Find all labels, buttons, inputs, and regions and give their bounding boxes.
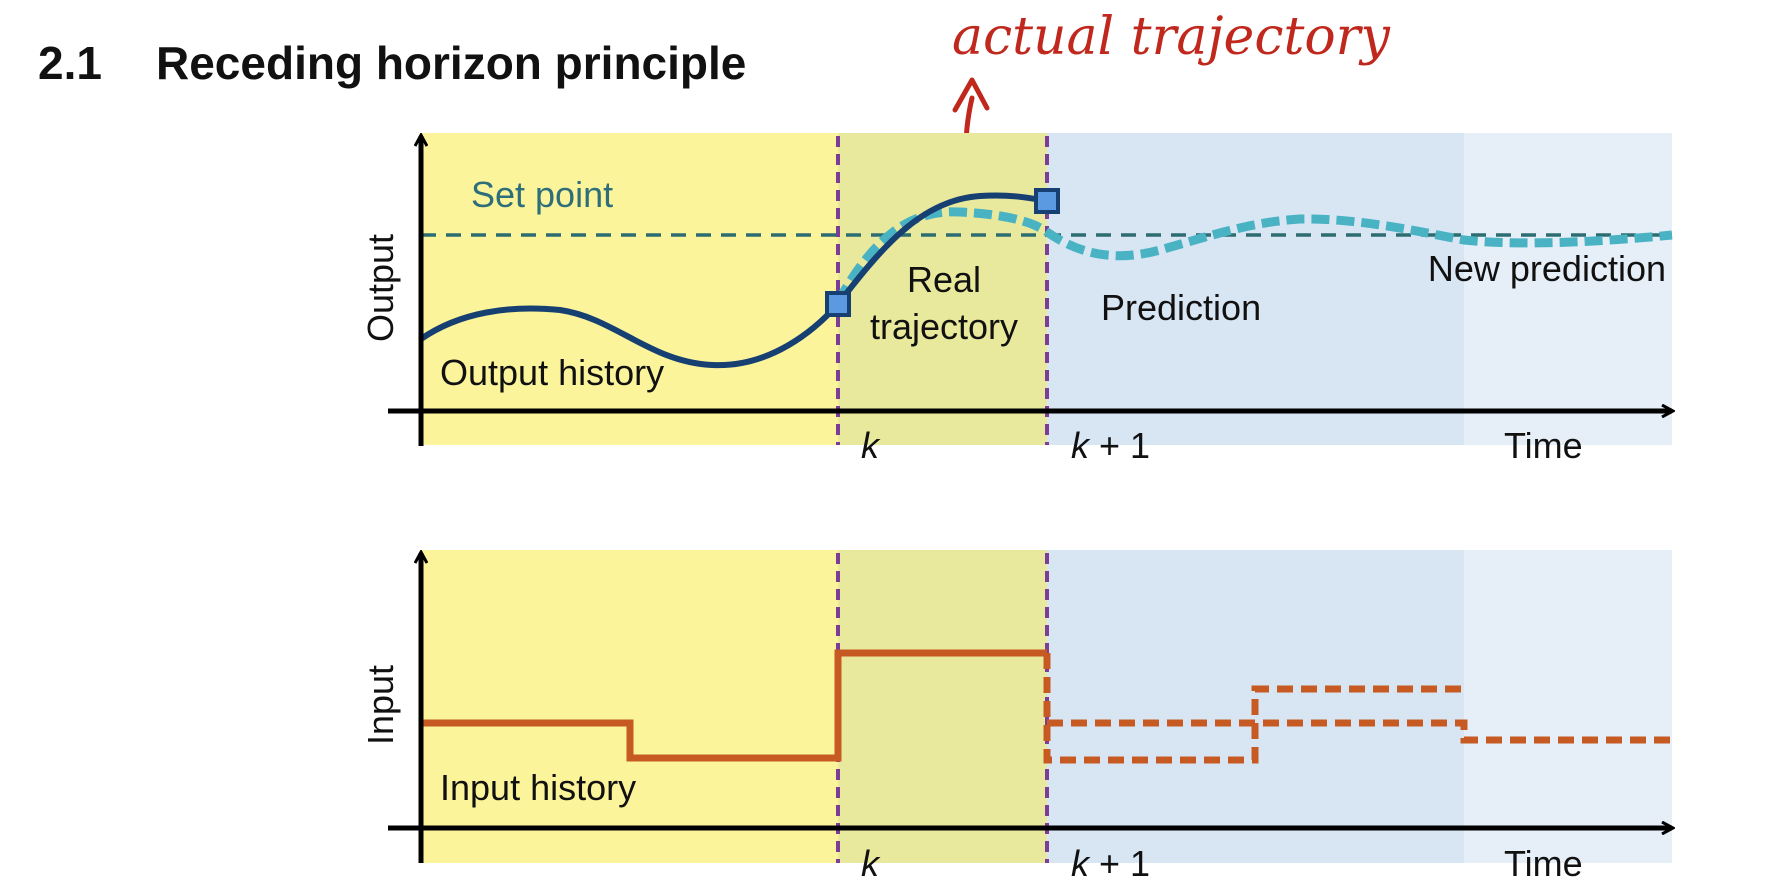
- prediction-label: Prediction: [1101, 287, 1261, 328]
- y-axis-label: Output: [360, 234, 401, 342]
- tick-k-plus-1: k + 1: [1071, 843, 1150, 884]
- tick-k-plus-1: k + 1: [1071, 425, 1150, 466]
- past-region: [421, 133, 838, 445]
- tick-k-plus-1-offset: + 1: [1089, 843, 1150, 884]
- real-trajectory-label-line1: Real: [907, 259, 981, 300]
- x-axis-label: Time: [1504, 425, 1583, 466]
- tick-k-plus-1-offset: + 1: [1089, 425, 1150, 466]
- y-axis-label: Input: [360, 665, 401, 745]
- real-trajectory-label-line2: trajectory: [870, 306, 1018, 347]
- input-new-prediction-step: [1047, 719, 1672, 744]
- new-prediction-region: [1464, 133, 1672, 445]
- output-marker-k: [825, 291, 851, 317]
- prediction-region: [1047, 133, 1464, 445]
- input-prediction-step: [1043, 653, 1464, 764]
- section-title: Receding horizon principle: [156, 37, 747, 89]
- tick-k-plus-1-variable: k: [1071, 425, 1091, 466]
- tick-k-plus-1-variable: k: [1071, 843, 1091, 884]
- output-marker-k1: [1034, 188, 1060, 214]
- output-history-label: Output history: [440, 352, 664, 393]
- current-interval-region: [838, 133, 1047, 445]
- input-history-label: Input history: [440, 767, 636, 808]
- tick-k: k: [861, 843, 881, 884]
- section-heading: 2.1 Receding horizon principle: [38, 36, 746, 90]
- current-interval-region: [838, 550, 1047, 863]
- x-axis-label: Time: [1504, 843, 1583, 884]
- input-plot: Input Input history k k + 1 Time: [360, 550, 1672, 884]
- annotation-arrow-head: [952, 77, 990, 113]
- annotation-text: actual trajectory: [952, 7, 1391, 67]
- prediction-curve: [834, 207, 1673, 305]
- input-history-step: [421, 649, 1047, 762]
- handwritten-annotation: actual trajectory: [952, 7, 1391, 186]
- new-prediction-label: New prediction: [1428, 248, 1666, 289]
- section-number: 2.1: [38, 37, 102, 89]
- output-plot: Output Set point Output history Real tra…: [360, 133, 1672, 466]
- past-region: [421, 550, 838, 863]
- new-prediction-region: [1464, 550, 1672, 863]
- output-curve: [419, 192, 1048, 369]
- tick-k: k: [861, 425, 881, 466]
- set-point-label: Set point: [471, 174, 613, 215]
